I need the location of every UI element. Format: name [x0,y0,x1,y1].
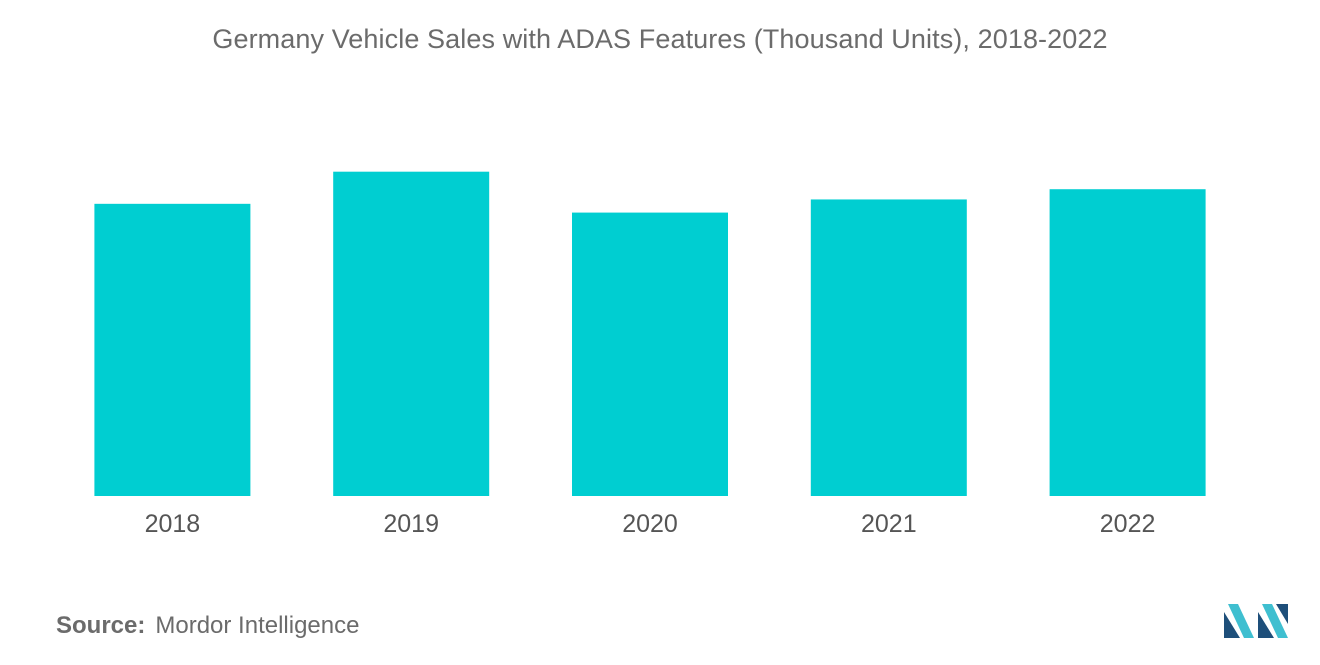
x-tick-label-2018: 2018 [145,510,201,538]
logo-shape-2 [1228,604,1254,638]
x-tick-label-2020: 2020 [622,510,678,538]
logo-shape-4 [1262,604,1288,638]
x-tick-label-2019: 2019 [383,510,439,538]
logo-shape-3 [1258,612,1274,638]
logo-shape-5 [1276,604,1288,624]
chart-title: Germany Vehicle Sales with ADAS Features… [212,24,1108,54]
source-note: Source: Mordor Intelligence [56,612,359,640]
bar-2020 [572,212,728,496]
bar-2018 [94,203,251,496]
source-text: Mordor Intelligence [155,612,360,639]
x-tick-label-2021: 2021 [861,510,917,538]
x-tick-labels: 2018 2019 2020 2021 2022 [145,510,1156,538]
bar-2019 [333,171,490,496]
bar-2022 [1049,189,1206,496]
source-label: Source: [56,612,146,639]
x-tick-label-2022: 2022 [1100,510,1156,538]
logo-shape-1 [1224,612,1240,638]
bar-2021 [810,199,967,496]
mordor-intelligence-logo [1224,604,1288,638]
bars-group [94,171,1206,496]
